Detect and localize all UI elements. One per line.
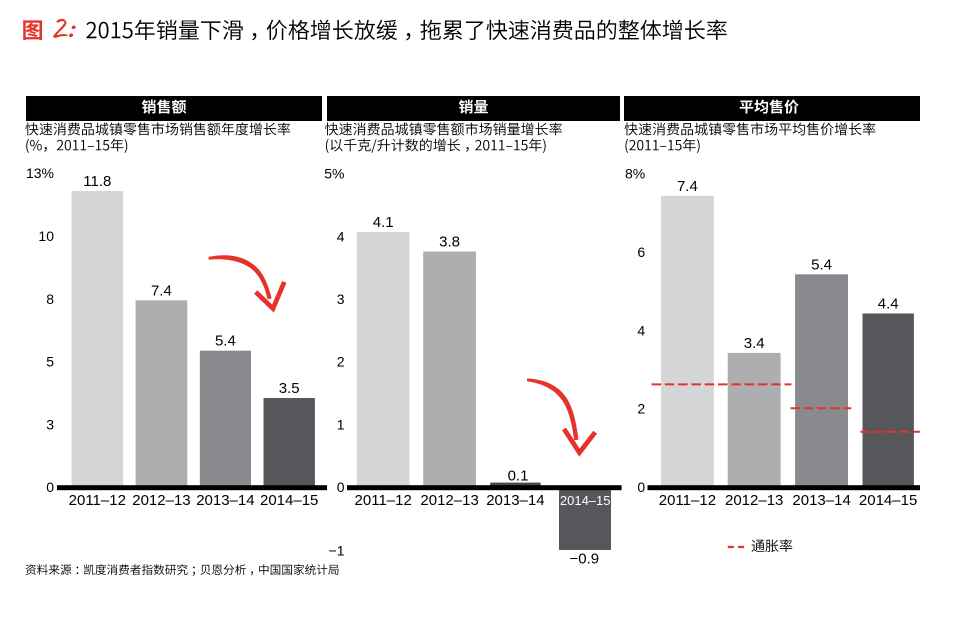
svg-text:2011–12: 2011–12 [659,492,716,509]
svg-text:2012–13: 2012–13 [132,492,190,509]
svg-text:2013–14: 2013–14 [486,492,544,509]
svg-text:8: 8 [46,291,54,307]
svg-text:2014–15: 2014–15 [260,492,318,509]
svg-text:5.4: 5.4 [811,256,832,273]
svg-text:2011–12: 2011–12 [69,492,126,509]
svg-text:11.8: 11.8 [83,173,111,190]
svg-text:2012–13: 2012–13 [725,492,783,509]
svg-text:13%: 13% [26,165,54,181]
svg-text:3.4: 3.4 [744,335,765,352]
svg-text:2013–14: 2013–14 [792,492,850,509]
svg-text:3: 3 [46,416,54,432]
svg-text:3: 3 [337,291,345,307]
svg-text:0: 0 [337,479,345,495]
svg-text:2012–13: 2012–13 [420,492,478,509]
svg-text:2014–15: 2014–15 [560,493,611,508]
svg-text:8%: 8% [625,166,645,182]
svg-text:2013–14: 2013–14 [196,492,254,509]
svg-text:7.4: 7.4 [151,282,172,299]
svg-text:2: 2 [637,401,645,417]
svg-text:2014–15: 2014–15 [859,492,917,509]
svg-text:3.8: 3.8 [439,234,460,251]
svg-text:4: 4 [337,228,345,244]
svg-text:4.4: 4.4 [878,296,899,313]
svg-text:3.5: 3.5 [279,380,300,397]
svg-text:5: 5 [46,354,54,370]
svg-text:0.1: 0.1 [508,468,529,485]
svg-text:2011–12: 2011–12 [355,492,412,509]
svg-text:4: 4 [637,322,645,338]
svg-text:10: 10 [38,228,54,244]
svg-text:0: 0 [46,479,54,495]
svg-text:−0.9: −0.9 [569,551,599,568]
svg-text:6: 6 [637,244,645,260]
svg-text:5.4: 5.4 [215,333,236,350]
svg-text:7.4: 7.4 [677,178,698,195]
svg-text:0: 0 [637,479,645,495]
svg-text:2: 2 [337,354,345,370]
svg-text:5%: 5% [324,166,344,182]
svg-text:−1: −1 [329,543,345,559]
svg-text:1: 1 [337,416,345,432]
svg-text:4.1: 4.1 [373,214,394,231]
